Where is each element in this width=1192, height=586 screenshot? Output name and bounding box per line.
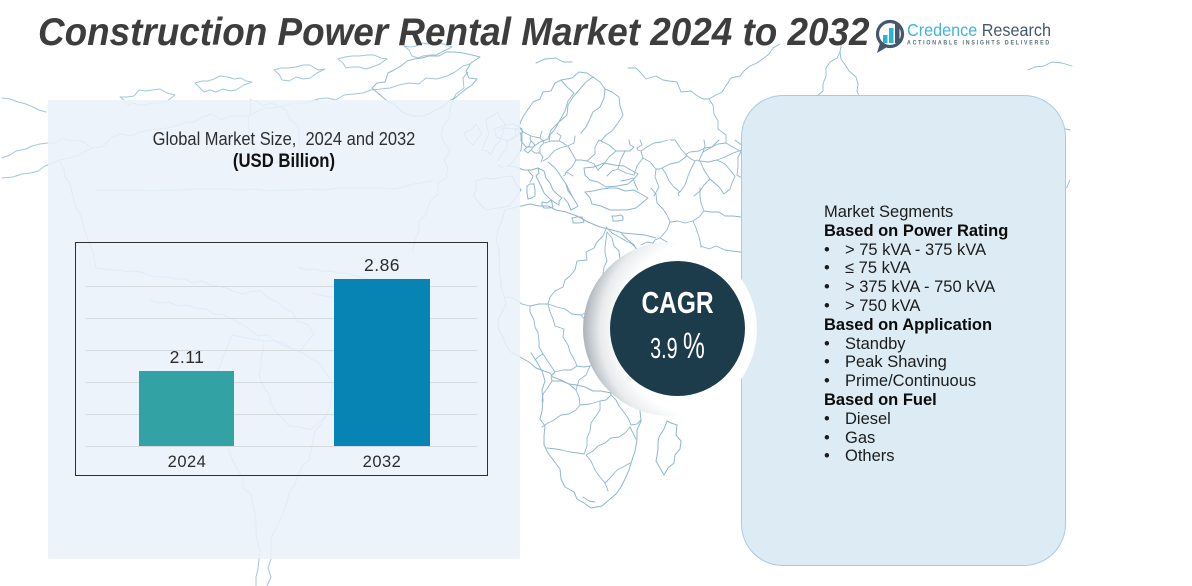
svg-text:ACTIONABLE INSIGHTS DELIVERED: ACTIONABLE INSIGHTS DELIVERED [907, 40, 1051, 46]
svg-text:Credence Research: Credence Research [907, 20, 1051, 40]
